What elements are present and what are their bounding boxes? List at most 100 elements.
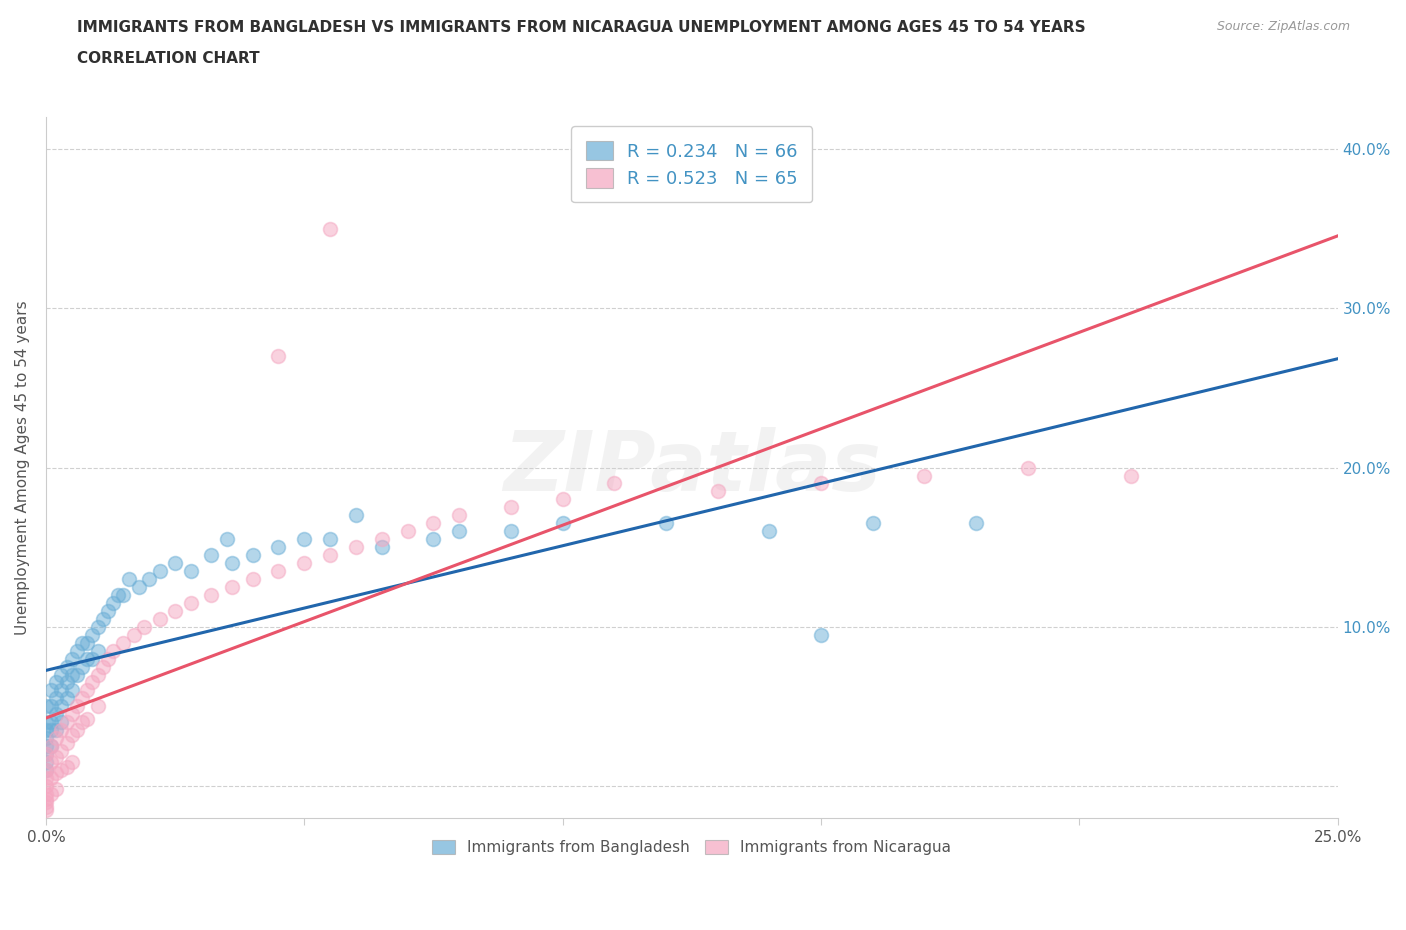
Point — [149, 611, 172, 626]
Point — [45, 691, 67, 706]
Point — [39, 723, 62, 737]
Point — [45, 731, 67, 746]
Point — [45, 675, 67, 690]
Point — [122, 627, 145, 642]
Point — [267, 349, 290, 364]
Point — [60, 754, 83, 769]
Point — [180, 564, 202, 578]
Point — [35, 763, 58, 777]
Point — [200, 548, 222, 563]
Point — [86, 667, 108, 682]
Point — [267, 564, 290, 578]
Point — [82, 627, 104, 642]
Point — [35, 799, 58, 814]
Text: IMMIGRANTS FROM BANGLADESH VS IMMIGRANTS FROM NICARAGUA UNEMPLOYMENT AMONG AGES : IMMIGRANTS FROM BANGLADESH VS IMMIGRANTS… — [77, 20, 1085, 35]
Point — [35, 778, 58, 793]
Point — [39, 754, 62, 769]
Point — [1119, 468, 1142, 483]
Point — [45, 750, 67, 764]
Point — [449, 508, 471, 523]
Point — [51, 763, 73, 777]
Point — [60, 683, 83, 698]
Point — [267, 539, 290, 554]
Point — [70, 691, 93, 706]
Point — [51, 715, 73, 730]
Point — [422, 516, 444, 531]
Point — [35, 787, 58, 802]
Point — [319, 548, 342, 563]
Point — [66, 667, 89, 682]
Point — [810, 627, 832, 642]
Point — [101, 595, 124, 610]
Point — [55, 760, 77, 775]
Point — [55, 691, 77, 706]
Y-axis label: Unemployment Among Ages 45 to 54 years: Unemployment Among Ages 45 to 54 years — [15, 300, 30, 635]
Point — [60, 727, 83, 742]
Point — [86, 699, 108, 714]
Point — [35, 738, 58, 753]
Point — [39, 683, 62, 698]
Point — [200, 588, 222, 603]
Point — [319, 532, 342, 547]
Point — [45, 707, 67, 722]
Point — [134, 619, 156, 634]
Point — [39, 715, 62, 730]
Point — [912, 468, 935, 483]
Point — [60, 667, 83, 682]
Point — [45, 782, 67, 797]
Point — [39, 787, 62, 802]
Point — [51, 723, 73, 737]
Text: ZIPatlas: ZIPatlas — [503, 427, 880, 508]
Point — [758, 524, 780, 538]
Point — [97, 604, 120, 618]
Point — [319, 221, 342, 236]
Point — [292, 532, 315, 547]
Point — [35, 794, 58, 809]
Point — [35, 754, 58, 769]
Point — [101, 644, 124, 658]
Point — [66, 699, 89, 714]
Point — [221, 555, 243, 570]
Point — [76, 651, 98, 666]
Point — [499, 500, 522, 515]
Point — [810, 476, 832, 491]
Point — [35, 699, 58, 714]
Point — [344, 539, 367, 554]
Point — [35, 763, 58, 777]
Point — [449, 524, 471, 538]
Point — [76, 635, 98, 650]
Point — [86, 619, 108, 634]
Point — [551, 492, 574, 507]
Point — [70, 715, 93, 730]
Point — [499, 524, 522, 538]
Point — [117, 572, 139, 587]
Point — [35, 791, 58, 806]
Point — [706, 484, 728, 498]
Point — [82, 675, 104, 690]
Point — [76, 711, 98, 726]
Point — [51, 743, 73, 758]
Point — [39, 699, 62, 714]
Point — [112, 635, 135, 650]
Point — [396, 524, 419, 538]
Point — [51, 683, 73, 698]
Point — [292, 555, 315, 570]
Point — [51, 667, 73, 682]
Point — [35, 771, 58, 786]
Point — [66, 644, 89, 658]
Legend: Immigrants from Bangladesh, Immigrants from Nicaragua: Immigrants from Bangladesh, Immigrants f… — [425, 832, 959, 863]
Point — [60, 707, 83, 722]
Point — [655, 516, 678, 531]
Point — [371, 532, 394, 547]
Point — [35, 747, 58, 762]
Point — [76, 683, 98, 698]
Point — [39, 738, 62, 753]
Point — [603, 476, 626, 491]
Point — [965, 516, 987, 531]
Point — [35, 731, 58, 746]
Point — [165, 604, 187, 618]
Point — [55, 736, 77, 751]
Point — [107, 588, 129, 603]
Point — [112, 588, 135, 603]
Point — [55, 659, 77, 674]
